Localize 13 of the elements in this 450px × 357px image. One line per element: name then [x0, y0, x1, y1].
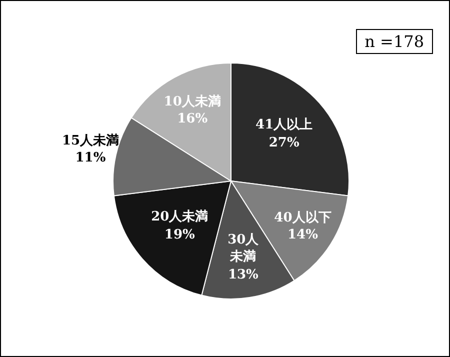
data-label: 27% — [268, 134, 300, 152]
data-label: 14% — [286, 226, 319, 244]
slice-label: 40人以下 — [274, 208, 332, 227]
slice-label: 10人未満 — [164, 93, 221, 111]
data-label: 11% — [74, 150, 107, 168]
text: n =178 — [356, 29, 433, 54]
slice-label: 30人未満 — [226, 232, 260, 267]
data-label: 19% — [163, 226, 196, 244]
slice-label: 41人以上 — [256, 116, 313, 134]
slice-label: 15人未満 — [62, 132, 120, 150]
data-label: 13% — [226, 266, 260, 284]
data-label: 16% — [176, 110, 209, 128]
slice-label: 20人未満 — [151, 208, 208, 226]
